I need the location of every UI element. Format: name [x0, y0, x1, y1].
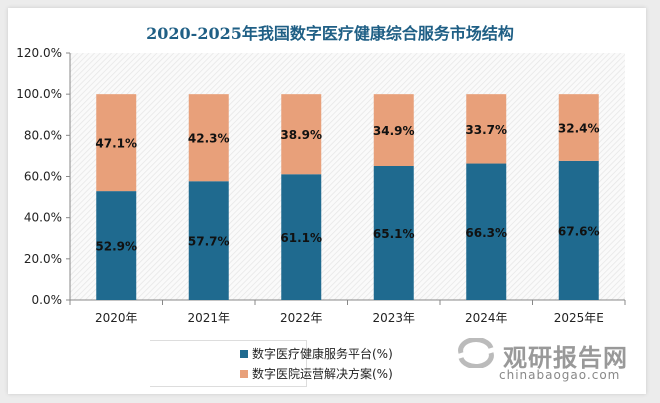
- bar-platform: [466, 163, 507, 300]
- data-label: 38.9%: [280, 128, 322, 142]
- legend-item-hospital: 数字医院运营解决方案(%): [240, 365, 393, 382]
- x-tick-label: 2022年: [280, 311, 323, 325]
- bar-hospital: [466, 94, 507, 164]
- watermark: 观研报告网 chinabaogao.com: [455, 337, 627, 382]
- data-label: 67.6%: [558, 224, 600, 238]
- y-tick-label: 0.0%: [32, 293, 63, 307]
- data-label: 66.3%: [465, 226, 507, 240]
- bar-hospital: [558, 94, 599, 161]
- data-label: 42.3%: [188, 132, 230, 146]
- bar-platform: [373, 166, 414, 300]
- data-label: 33.7%: [465, 123, 507, 137]
- bar-hospital: [96, 94, 137, 192]
- data-label: 57.7%: [188, 235, 230, 249]
- legend-item-platform: 数字医疗健康服务平台(%): [240, 345, 393, 362]
- x-tick-label: 2023年: [372, 311, 415, 325]
- y-tick-label: 40.0%: [24, 211, 62, 225]
- bar-platform: [558, 160, 599, 300]
- data-label: 52.9%: [95, 240, 137, 254]
- y-tick-label: 20.0%: [24, 252, 62, 266]
- legend-swatch: [240, 350, 248, 358]
- chart-title: 2020-2025年我国数字医疗健康综合服务市场结构: [146, 24, 514, 43]
- data-label: 65.1%: [373, 227, 415, 241]
- y-tick-label: 80.0%: [24, 128, 62, 142]
- bar-platform: [188, 181, 229, 300]
- y-tick-label: 120.0%: [16, 46, 62, 60]
- x-tick-label: 2021年: [187, 311, 230, 325]
- bar-hospital: [188, 94, 229, 182]
- y-tick-label: 60.0%: [24, 170, 62, 184]
- data-label: 34.9%: [373, 124, 415, 138]
- x-tick-label: 2020年: [95, 311, 138, 325]
- watermark-logo-icon: [458, 337, 494, 369]
- bar-platform: [96, 191, 137, 300]
- bar-hospital: [281, 94, 322, 175]
- x-tick-label: 2024年: [465, 311, 508, 325]
- data-label: 61.1%: [280, 231, 322, 245]
- legend: 数字医疗健康服务平台(%) 数字医院运营解决方案(%): [150, 340, 393, 387]
- bar-hospital: [373, 94, 414, 167]
- bar-platform: [281, 174, 322, 300]
- x-tick-label: 2025年E: [554, 311, 604, 325]
- data-label: 47.1%: [95, 137, 137, 151]
- data-label: 32.4%: [558, 122, 600, 136]
- plot-area: [70, 53, 625, 300]
- y-tick-label: 100.0%: [16, 87, 62, 101]
- legend-swatch: [240, 370, 248, 378]
